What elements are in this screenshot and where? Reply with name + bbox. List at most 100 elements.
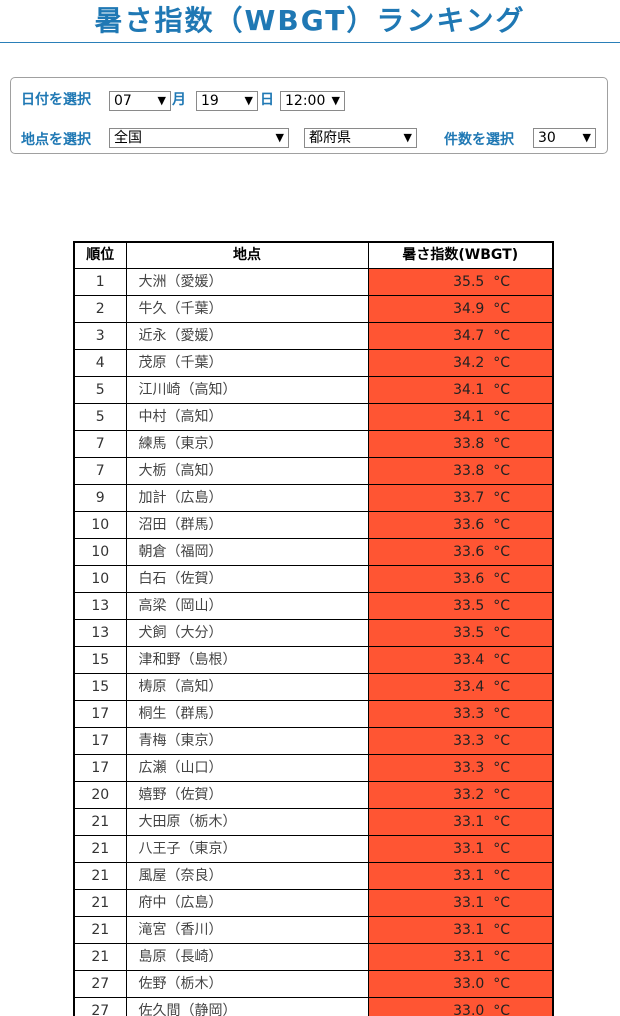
wbgt-cell: 34.9 °C — [367, 295, 554, 323]
table-row: 10 朝倉（福岡） 33.6 °C — [73, 538, 554, 566]
wbgt-cell: 33.4 °C — [367, 673, 554, 701]
wbgt-unit: °C — [493, 868, 510, 884]
table-row: 13 犬飼（大分） 33.5 °C — [73, 619, 554, 647]
wbgt-unit: °C — [493, 409, 510, 425]
wbgt-unit: °C — [493, 652, 510, 668]
wbgt-cell: 33.2 °C — [367, 781, 554, 809]
table-row: 4 茂原（千葉） 34.2 °C — [73, 349, 554, 377]
wbgt-cell: 33.8 °C — [367, 457, 554, 485]
table-row: 5 中村（高知） 34.1 °C — [73, 403, 554, 431]
wbgt-cell: 33.3 °C — [367, 754, 554, 782]
prefecture-select[interactable]: 都府県 ▼ — [304, 128, 417, 148]
wbgt-cell: 33.6 °C — [367, 511, 554, 539]
table-row: 10 白石（佐賀） 33.6 °C — [73, 565, 554, 593]
rank-cell: 21 — [73, 835, 127, 863]
wbgt-unit: °C — [493, 625, 510, 641]
header-wbgt: 暑さ指数(WBGT) — [367, 241, 554, 269]
wbgt-value: 33.7 — [453, 490, 485, 506]
place-cell: 高梁（岡山） — [125, 592, 369, 620]
place-cell: 広瀬（山口） — [125, 754, 369, 782]
time-select[interactable]: 12:00 ▼ — [280, 91, 345, 111]
wbgt-cell: 33.5 °C — [367, 592, 554, 620]
wbgt-value: 33.3 — [453, 733, 485, 749]
table-row: 20 嬉野（佐賀） 33.2 °C — [73, 781, 554, 809]
wbgt-cell: 33.1 °C — [367, 916, 554, 944]
place-cell: 大田原（栃木） — [125, 808, 369, 836]
rank-cell: 13 — [73, 592, 127, 620]
region-select-value: 全国 — [114, 130, 142, 146]
rank-cell: 17 — [73, 754, 127, 782]
wbgt-unit: °C — [493, 760, 510, 776]
wbgt-cell: 33.1 °C — [367, 889, 554, 917]
table-row: 1 大洲（愛媛） 35.5 °C — [73, 268, 554, 296]
filter-panel: 日付を選択 07 ▼ 月 19 ▼ 日 12:00 ▼ 地点を選択 全国 ▼ 都… — [10, 77, 608, 154]
time-select-value: 12:00 — [285, 93, 326, 109]
rank-cell: 21 — [73, 943, 127, 971]
month-select-value: 07 — [114, 93, 132, 109]
rank-cell: 17 — [73, 727, 127, 755]
place-cell: 牛久（千葉） — [125, 295, 369, 323]
wbgt-unit: °C — [493, 895, 510, 911]
place-cell: 加計（広島） — [125, 484, 369, 512]
rank-cell: 4 — [73, 349, 127, 377]
day-unit-label: 日 — [260, 92, 274, 108]
wbgt-unit: °C — [493, 301, 510, 317]
wbgt-unit: °C — [493, 328, 510, 344]
place-cell: 佐野（栃木） — [125, 970, 369, 998]
place-cell: 江川崎（高知） — [125, 376, 369, 404]
wbgt-value: 33.1 — [453, 868, 485, 884]
rank-cell: 21 — [73, 916, 127, 944]
wbgt-unit: °C — [493, 436, 510, 452]
wbgt-value: 33.0 — [453, 1003, 485, 1016]
wbgt-value: 34.1 — [453, 382, 485, 398]
place-cell: 桐生（群馬） — [125, 700, 369, 728]
wbgt-value: 33.1 — [453, 841, 485, 857]
wbgt-cell: 33.1 °C — [367, 862, 554, 890]
place-cell: 風屋（奈良） — [125, 862, 369, 890]
table-row: 27 佐野（栃木） 33.0 °C — [73, 970, 554, 998]
table-row: 21 大田原（栃木） 33.1 °C — [73, 808, 554, 836]
table-row: 21 八王子（東京） 33.1 °C — [73, 835, 554, 863]
rank-cell: 7 — [73, 457, 127, 485]
place-cell: 茂原（千葉） — [125, 349, 369, 377]
count-select[interactable]: 30 ▼ — [533, 128, 596, 148]
table-row: 27 佐久間（静岡） 33.0 °C — [73, 997, 554, 1016]
rank-cell: 15 — [73, 673, 127, 701]
rank-cell: 15 — [73, 646, 127, 674]
wbgt-value: 34.9 — [453, 301, 485, 317]
wbgt-value: 34.2 — [453, 355, 485, 371]
day-select[interactable]: 19 ▼ — [196, 91, 258, 111]
place-cell: 沼田（群馬） — [125, 511, 369, 539]
rank-cell: 9 — [73, 484, 127, 512]
count-select-label: 件数を選択 — [444, 132, 514, 148]
wbgt-value: 33.2 — [453, 787, 485, 803]
rank-cell: 5 — [73, 376, 127, 404]
wbgt-value: 33.8 — [453, 436, 485, 452]
wbgt-unit: °C — [493, 787, 510, 803]
chevron-down-icon: ▼ — [275, 131, 284, 144]
wbgt-unit: °C — [493, 463, 510, 479]
wbgt-cell: 33.4 °C — [367, 646, 554, 674]
place-cell: 大洲（愛媛） — [125, 268, 369, 296]
ranking-table: 順位 地点 暑さ指数(WBGT) 1 大洲（愛媛） 35.5 °C 2 牛久（千葉） 34… — [73, 241, 554, 1016]
wbgt-unit: °C — [493, 679, 510, 695]
region-select[interactable]: 全国 ▼ — [109, 128, 289, 148]
place-cell: 滝宮（香川） — [125, 916, 369, 944]
place-cell: 朝倉（福岡） — [125, 538, 369, 566]
wbgt-cell: 34.7 °C — [367, 322, 554, 350]
wbgt-cell: 33.6 °C — [367, 538, 554, 566]
ranking-table-body: 1 大洲（愛媛） 35.5 °C 2 牛久（千葉） 34.9 °C 3 近永（愛媛） 34.7 … — [73, 268, 554, 1016]
wbgt-cell: 33.0 °C — [367, 997, 554, 1016]
wbgt-unit: °C — [493, 706, 510, 722]
wbgt-value: 33.6 — [453, 544, 485, 560]
place-cell: 島原（長崎） — [125, 943, 369, 971]
rank-cell: 2 — [73, 295, 127, 323]
wbgt-value: 33.1 — [453, 814, 485, 830]
table-header-row: 順位 地点 暑さ指数(WBGT) — [73, 241, 554, 269]
chevron-down-icon: ▼ — [331, 94, 340, 107]
month-select[interactable]: 07 ▼ — [109, 91, 171, 111]
wbgt-unit: °C — [493, 382, 510, 398]
wbgt-cell: 33.3 °C — [367, 727, 554, 755]
place-cell: 白石（佐賀） — [125, 565, 369, 593]
